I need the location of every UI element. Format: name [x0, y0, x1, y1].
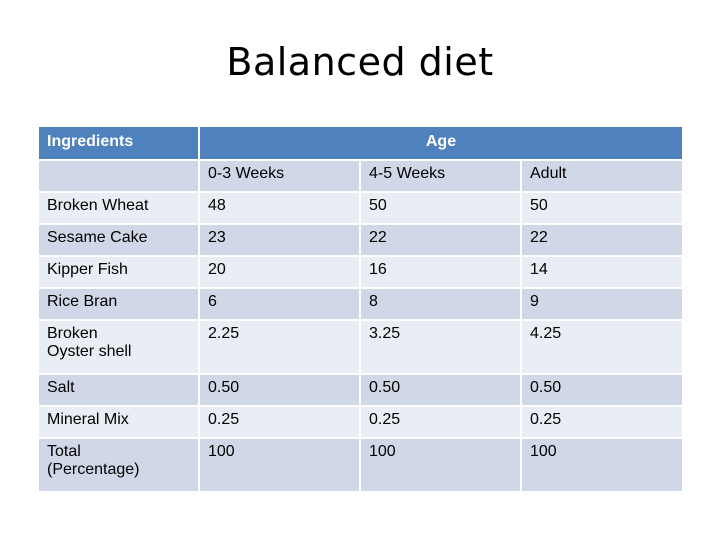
age-subheader-row: 0-3 Weeks 4-5 Weeks Adult — [39, 161, 682, 191]
value-cell: 50 — [522, 193, 682, 223]
ingredient-cell: Mineral Mix — [39, 407, 198, 437]
ingredient-cell: Sesame Cake — [39, 225, 198, 255]
value-cell: 0.50 — [200, 375, 359, 405]
value-cell: 0.25 — [361, 407, 520, 437]
value-cell: 48 — [200, 193, 359, 223]
ingredient-cell: Rice Bran — [39, 289, 198, 319]
table-row: Salt 0.50 0.50 0.50 — [39, 375, 682, 405]
page-title: Balanced diet — [226, 40, 494, 84]
ingredients-header: Ingredients — [39, 127, 198, 159]
table-row: Broken Oyster shell 2.25 3.25 4.25 — [39, 321, 682, 373]
value-cell: 100 — [200, 439, 359, 491]
value-cell: 9 — [522, 289, 682, 319]
subheader-cell: Adult — [522, 161, 682, 191]
value-cell: 2.25 — [200, 321, 359, 373]
table-row: Sesame Cake 23 22 22 — [39, 225, 682, 255]
value-cell: 100 — [361, 439, 520, 491]
table-header-row: Ingredients Age — [39, 127, 682, 159]
ingredient-cell: Total (Percentage) — [39, 439, 198, 491]
table-row: Mineral Mix 0.25 0.25 0.25 — [39, 407, 682, 437]
value-cell: 6 — [200, 289, 359, 319]
value-cell: 0.25 — [522, 407, 682, 437]
ingredient-cell: Broken Wheat — [39, 193, 198, 223]
subheader-cell: 4-5 Weeks — [361, 161, 520, 191]
value-cell: 0.50 — [522, 375, 682, 405]
value-cell: 50 — [361, 193, 520, 223]
value-cell: 100 — [522, 439, 682, 491]
value-cell: 0.50 — [361, 375, 520, 405]
table-row: Rice Bran 6 8 9 — [39, 289, 682, 319]
value-cell: 22 — [361, 225, 520, 255]
ingredient-cell: Salt — [39, 375, 198, 405]
table-row: Broken Wheat 48 50 50 — [39, 193, 682, 223]
table-row: Total (Percentage) 100 100 100 — [39, 439, 682, 491]
subheader-cell: 0-3 Weeks — [200, 161, 359, 191]
value-cell: 3.25 — [361, 321, 520, 373]
ingredient-cell: Kipper Fish — [39, 257, 198, 287]
value-cell: 22 — [522, 225, 682, 255]
value-cell: 16 — [361, 257, 520, 287]
ingredient-cell: Broken Oyster shell — [39, 321, 198, 373]
diet-table: Ingredients Age 0-3 Weeks 4-5 Weeks Adul… — [37, 125, 684, 493]
subheader-cell — [39, 161, 198, 191]
age-header: Age — [200, 127, 682, 159]
value-cell: 4.25 — [522, 321, 682, 373]
value-cell: 23 — [200, 225, 359, 255]
value-cell: 20 — [200, 257, 359, 287]
value-cell: 8 — [361, 289, 520, 319]
value-cell: 0.25 — [200, 407, 359, 437]
value-cell: 14 — [522, 257, 682, 287]
table-row: Kipper Fish 20 16 14 — [39, 257, 682, 287]
